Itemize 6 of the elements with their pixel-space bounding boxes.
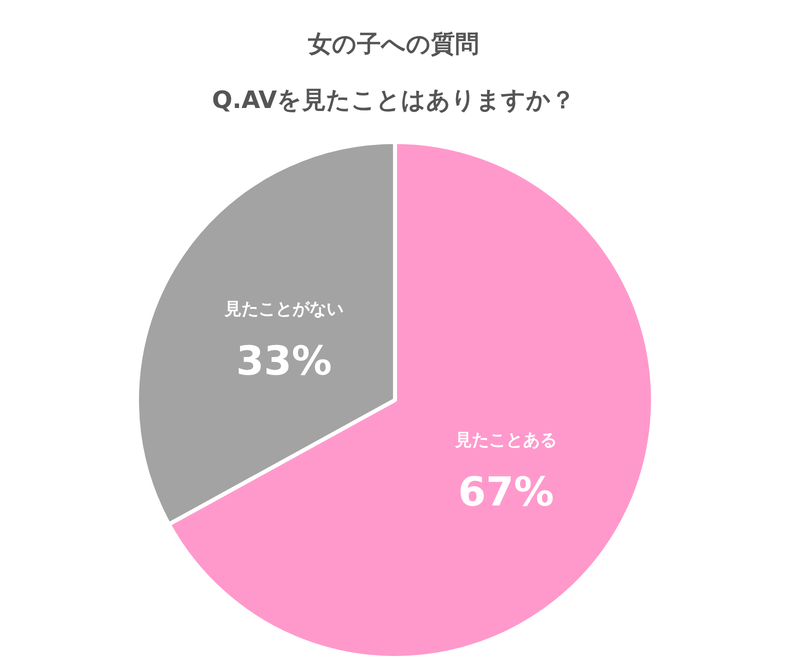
slice-label: 見たことある bbox=[454, 430, 558, 451]
data-label: 33% bbox=[236, 338, 332, 384]
data-label: 67% bbox=[458, 470, 554, 516]
chart-subtitle: Q.AVを見たことはありますか？ bbox=[212, 86, 576, 114]
slice-label: 見たことがない bbox=[223, 299, 344, 320]
chart-title: 女の子への質問 bbox=[307, 30, 479, 58]
